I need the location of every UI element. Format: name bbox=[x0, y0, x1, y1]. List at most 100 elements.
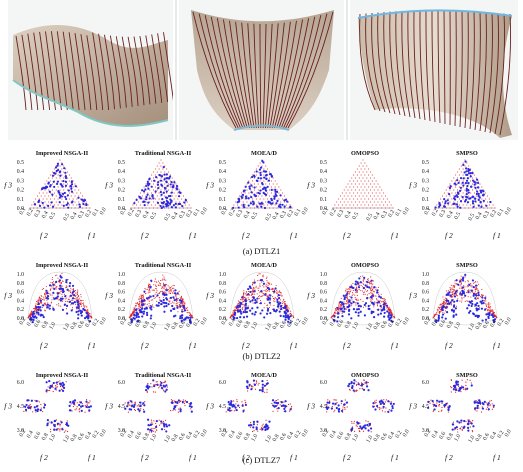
reference-point bbox=[472, 431, 474, 433]
plot-edge bbox=[128, 271, 194, 326]
solution-point bbox=[177, 195, 181, 198]
reference-point bbox=[42, 198, 44, 200]
solution-point bbox=[284, 318, 287, 321]
reference-point bbox=[469, 379, 471, 382]
reference-point bbox=[441, 402, 443, 405]
reference-point bbox=[43, 299, 45, 301]
solution-point bbox=[479, 300, 482, 303]
solution-point bbox=[363, 314, 366, 317]
solution-point bbox=[182, 304, 185, 308]
solution-point bbox=[467, 189, 470, 192]
reference-point bbox=[261, 426, 263, 429]
solution-point bbox=[244, 403, 248, 407]
reference-point bbox=[348, 290, 350, 292]
reference-point bbox=[40, 201, 42, 203]
solution-point bbox=[63, 191, 66, 195]
solution-point bbox=[39, 306, 42, 309]
solution-point bbox=[244, 302, 248, 305]
reference-point bbox=[462, 204, 464, 206]
reference-point bbox=[379, 303, 381, 305]
solution-point bbox=[456, 205, 459, 208]
reference-point bbox=[49, 289, 51, 291]
solution-point bbox=[447, 293, 450, 296]
solution-point bbox=[261, 379, 264, 383]
reference-point bbox=[440, 311, 442, 313]
reference-point bbox=[286, 306, 288, 308]
solution-point bbox=[62, 204, 65, 207]
reference-point bbox=[364, 162, 366, 164]
reference-point bbox=[370, 298, 372, 300]
reference-point bbox=[277, 410, 279, 412]
solution-point bbox=[175, 298, 178, 301]
reference-point bbox=[167, 171, 170, 173]
reference-point bbox=[360, 174, 362, 176]
reference-point bbox=[50, 302, 52, 304]
reference-point bbox=[375, 180, 377, 182]
reference-point bbox=[152, 299, 154, 301]
solution-point bbox=[379, 296, 382, 299]
solution-point bbox=[334, 402, 337, 405]
reference-point bbox=[446, 297, 448, 300]
solution-point bbox=[65, 304, 69, 307]
solution-point bbox=[477, 198, 480, 202]
solution-point bbox=[476, 302, 479, 305]
reference-point bbox=[281, 295, 283, 297]
reference-point bbox=[262, 284, 264, 287]
solution-point bbox=[45, 289, 48, 292]
reference-point bbox=[394, 317, 396, 319]
solution-point bbox=[456, 191, 460, 194]
reference-point bbox=[49, 428, 52, 430]
solution-point bbox=[466, 173, 469, 176]
reference-point bbox=[492, 309, 494, 311]
solution-point bbox=[267, 426, 270, 429]
f1-axis-label: f 1 bbox=[391, 453, 399, 462]
solution-point bbox=[260, 205, 263, 208]
reference-point bbox=[485, 198, 487, 200]
f3-tick-label: 6.0 bbox=[219, 380, 226, 386]
solution-point bbox=[163, 178, 166, 181]
solution-point bbox=[37, 200, 40, 204]
reference-point bbox=[170, 399, 173, 401]
f1-tick-label: 0.6 bbox=[178, 320, 187, 329]
reference-point bbox=[247, 390, 249, 392]
reference-point bbox=[485, 303, 487, 305]
reference-point bbox=[137, 302, 139, 304]
f3-tick-label: 0.8 bbox=[320, 281, 327, 287]
reference-point bbox=[361, 290, 364, 292]
solution-point bbox=[147, 187, 150, 190]
solution-point bbox=[258, 168, 262, 171]
reference-point bbox=[72, 405, 74, 408]
solution-point bbox=[147, 201, 150, 204]
reference-point bbox=[68, 299, 70, 301]
reference-point bbox=[345, 204, 347, 206]
reference-point bbox=[348, 288, 351, 290]
reference-point bbox=[162, 296, 164, 298]
scatter-plot: 0.50.40.30.20.10.00.10.20.30.40.5 0.50.40… bbox=[409, 159, 513, 240]
reference-point bbox=[386, 204, 388, 206]
solution-point bbox=[441, 308, 444, 312]
solution-point bbox=[253, 313, 256, 316]
reference-point bbox=[459, 300, 461, 302]
f3-tick-label: 0.5 bbox=[422, 160, 429, 166]
reference-point bbox=[358, 165, 360, 167]
reference-point bbox=[454, 285, 456, 287]
solution-point bbox=[263, 384, 266, 387]
solution-point bbox=[70, 187, 73, 190]
f2-tick-label: 0.5 bbox=[49, 211, 58, 220]
solution-point bbox=[338, 407, 341, 411]
reference-point bbox=[237, 303, 239, 305]
reference-point bbox=[366, 383, 368, 385]
reference-point bbox=[52, 282, 54, 284]
reference-point bbox=[481, 288, 483, 291]
reference-point bbox=[469, 426, 471, 428]
solution-point bbox=[464, 273, 467, 276]
reference-point bbox=[340, 403, 343, 405]
surface-render-2-image bbox=[191, 10, 334, 131]
solution-point bbox=[39, 409, 42, 412]
reference-point bbox=[351, 292, 354, 294]
reference-point bbox=[380, 308, 382, 310]
reference-point bbox=[59, 177, 61, 179]
reference-point bbox=[346, 297, 348, 299]
solution-point bbox=[37, 308, 40, 312]
reference-point bbox=[474, 305, 476, 308]
